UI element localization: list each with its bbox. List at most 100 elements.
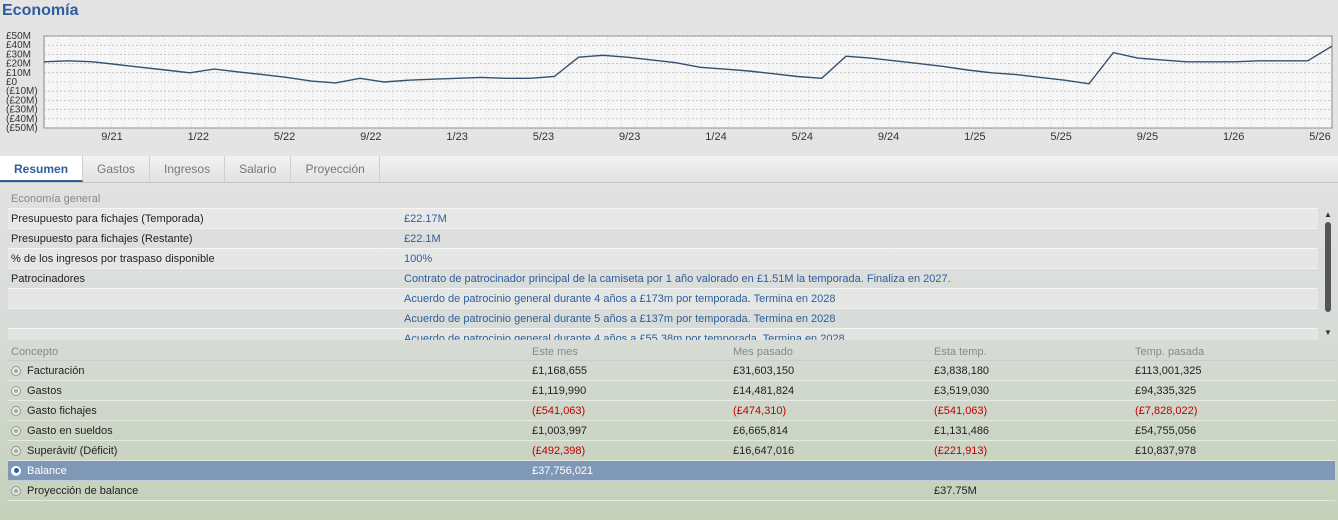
x-tick-label: 1/22	[188, 131, 209, 143]
y-tick-label: £20M	[6, 59, 31, 70]
row-label: Gasto fichajes	[8, 405, 532, 417]
y-tick-label: £40M	[6, 40, 31, 51]
radio-icon[interactable]	[11, 465, 21, 476]
row-label: Superávit/ (Déficit)	[8, 445, 532, 457]
y-tick-label: (£20M)	[6, 95, 38, 106]
row-label-text: Proyección de balance	[27, 484, 139, 497]
y-tick-label: £0	[6, 77, 18, 88]
general-row-value: £22.1M	[404, 232, 441, 245]
column-header[interactable]: Temp. pasada	[1135, 345, 1205, 358]
table-cell: £37,756,021	[532, 464, 594, 477]
general-row: % de los ingresos por traspaso disponibl…	[8, 248, 1318, 268]
general-row-value: £22.17M	[404, 212, 447, 225]
row-label-text: Gasto en sueldos	[27, 424, 113, 437]
table-cell: £94,335,325	[1135, 384, 1197, 397]
scroll-down-icon[interactable]: ▼	[1324, 328, 1332, 337]
tab-2[interactable]: Ingresos	[150, 156, 226, 182]
table-row[interactable]: Balance £37,756,021	[8, 461, 1335, 481]
general-row-value[interactable]: Contrato de patrocinador principal de la…	[404, 272, 951, 285]
x-tick-label: 9/23	[619, 131, 640, 143]
table-row[interactable]: Gasto en sueldos £1,003,997 £6,665,814 £1,1…	[8, 421, 1335, 441]
general-row-value[interactable]: Acuerdo de patrocinio general durante 4 …	[404, 292, 836, 305]
row-label: Facturación	[8, 365, 532, 377]
y-tick-label: (£10M)	[6, 86, 38, 97]
radio-icon[interactable]	[11, 365, 21, 376]
table-cell: £31,603,150	[733, 364, 795, 377]
x-tick-label: 9/21	[101, 131, 122, 143]
row-label: Gastos	[8, 385, 532, 397]
table-cell: £1,168,655	[532, 364, 588, 377]
general-finance-list: Presupuesto para fichajes (Temporada) £22…	[8, 208, 1318, 340]
x-tick-label: 1/23	[446, 131, 467, 143]
x-tick-label: 5/24	[792, 131, 813, 143]
scrollbar[interactable]: ▲ ▼	[1322, 208, 1334, 340]
radio-icon[interactable]	[11, 425, 21, 436]
radio-icon[interactable]	[11, 445, 21, 456]
table-cell: £113,001,325	[1135, 364, 1202, 377]
y-tick-label: (£40M)	[6, 114, 38, 125]
tab-1[interactable]: Gastos	[83, 156, 151, 182]
general-row-value[interactable]: Acuerdo de patrocinio general durante 4 …	[404, 332, 845, 341]
general-row: Acuerdo de patrocinio general durante 4 …	[8, 288, 1318, 308]
table-cell: £16,647,016	[733, 444, 795, 457]
table-cell: £6,665,814	[733, 424, 789, 437]
scroll-thumb[interactable]	[1325, 222, 1331, 312]
y-tick-label: £50M	[6, 31, 31, 42]
column-header[interactable]: Este mes	[532, 345, 578, 358]
x-tick-label: 9/25	[1137, 131, 1158, 143]
tab-4[interactable]: Proyección	[291, 156, 380, 182]
general-row: Presupuesto para fichajes (Restante) £22.…	[8, 228, 1318, 248]
radio-icon[interactable]	[11, 485, 21, 496]
table-row[interactable]: Superávit/ (Déficit) (£492,398) £16,647,01…	[8, 441, 1335, 461]
finance-table: Concepto Este mes Mes pasado Esta temp. Temp…	[8, 343, 1335, 501]
x-tick-label: 1/26	[1223, 131, 1244, 143]
general-row-label: Presupuesto para fichajes (Temporada)	[11, 212, 204, 225]
table-row[interactable]: Gastos £1,119,990 £14,481,824 £3,519,030 £94…	[8, 381, 1335, 401]
general-row: Patrocinadores Contrato de patrocinador p…	[8, 268, 1318, 288]
row-label-text: Balance	[27, 464, 67, 477]
tab-bar: Resumen Gastos Ingresos Salario Proyección	[0, 156, 1338, 183]
table-cell: (£221,913)	[934, 444, 988, 457]
table-cell: £3,519,030	[934, 384, 990, 397]
tab-0[interactable]: Resumen	[0, 156, 84, 182]
table-row[interactable]: Proyección de balance £37.75M	[8, 481, 1335, 501]
general-row-value: 100%	[404, 252, 433, 265]
general-row-label: % de los ingresos por traspaso disponibl…	[11, 252, 215, 265]
column-header[interactable]: Concepto	[11, 345, 59, 358]
radio-icon[interactable]	[11, 405, 21, 416]
table-cell: £54,755,056	[1135, 424, 1197, 437]
column-header[interactable]: Mes pasado	[733, 345, 793, 358]
general-row-value[interactable]: Acuerdo de patrocinio general durante 5 …	[404, 312, 836, 325]
x-tick-label: 5/23	[533, 131, 554, 143]
page-title: Economía	[2, 2, 79, 19]
y-tick-label: (£50M)	[6, 123, 38, 134]
table-row[interactable]: Facturación £1,168,655 £31,603,150 £3,838,1…	[8, 361, 1335, 381]
radio-icon[interactable]	[11, 385, 21, 396]
scroll-up-icon[interactable]: ▲	[1324, 210, 1332, 219]
table-header: Concepto Este mes Mes pasado Esta temp. Temp…	[8, 343, 1335, 361]
table-cell: £1,131,486	[934, 424, 990, 437]
column-header[interactable]: Esta temp.	[934, 345, 987, 358]
general-row: Presupuesto para fichajes (Temporada) £22…	[8, 208, 1318, 228]
table-cell: £3,838,180	[934, 364, 990, 377]
general-row: Acuerdo de patrocinio general durante 5 …	[8, 308, 1318, 328]
x-tick-label: 5/26	[1309, 131, 1330, 143]
tab-3[interactable]: Salario	[225, 156, 292, 182]
row-label-text: Gastos	[27, 384, 62, 397]
x-tick-label: 1/25	[964, 131, 985, 143]
row-label: Proyección de balance	[8, 485, 532, 497]
y-tick-label: (£30M)	[6, 105, 38, 116]
series-line	[43, 45, 1333, 85]
row-label-text: Superávit/ (Déficit)	[27, 444, 118, 457]
table-cell: £1,119,990	[532, 384, 587, 397]
table-cell: £10,837,978	[1135, 444, 1197, 457]
table-row[interactable]: Gasto fichajes (£541,063) (£474,310) (£541,…	[8, 401, 1335, 421]
general-row-label: Patrocinadores	[11, 272, 85, 285]
y-tick-label: £10M	[6, 68, 31, 79]
x-tick-label: 5/25	[1050, 131, 1071, 143]
section-title: Economía general	[11, 193, 101, 205]
table-cell: £37.75M	[934, 484, 977, 497]
x-tick-label: 5/22	[274, 131, 295, 143]
row-label-text: Gasto fichajes	[27, 404, 97, 417]
table-cell: (£7,828,022)	[1135, 404, 1198, 417]
